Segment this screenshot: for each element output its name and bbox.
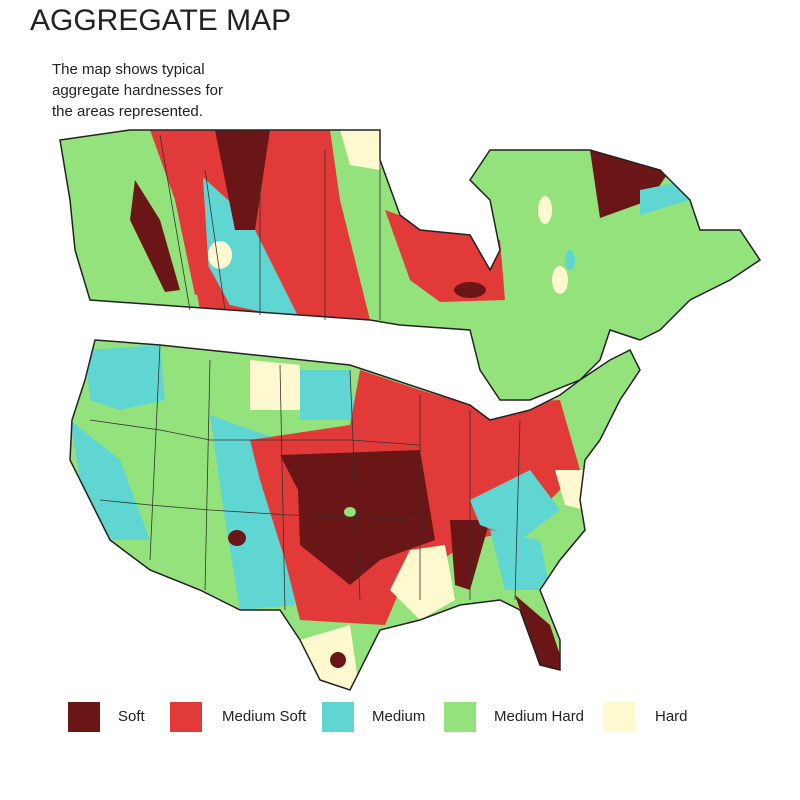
map-region xyxy=(70,420,150,540)
map-region xyxy=(470,470,560,540)
legend-swatch xyxy=(444,702,476,732)
map-region xyxy=(565,250,575,270)
map-region xyxy=(640,180,690,215)
description-line: the areas represented. xyxy=(52,103,203,120)
state-lines xyxy=(89,344,521,611)
legend: Soft Medium Soft Medium Medium Hard Hard xyxy=(68,702,688,732)
map-region xyxy=(340,130,390,170)
legend-swatch xyxy=(322,702,354,732)
map-region xyxy=(208,241,232,269)
map-region xyxy=(250,360,300,410)
usa-border xyxy=(69,339,641,691)
legend-label: Medium Hard xyxy=(494,708,584,725)
map-region xyxy=(385,210,505,302)
map-region xyxy=(490,530,550,590)
map-region xyxy=(390,545,455,620)
map-region xyxy=(228,530,246,546)
legend-label: Medium Soft xyxy=(222,708,307,725)
canada-border xyxy=(59,129,762,401)
map-region xyxy=(130,180,180,292)
map-region xyxy=(150,130,210,295)
map-region xyxy=(300,370,355,420)
map-region xyxy=(85,345,165,410)
description-line: aggregate hardnesses for xyxy=(52,82,223,99)
legend-swatch xyxy=(170,702,202,732)
map-region xyxy=(552,266,568,294)
province-lines xyxy=(159,134,381,320)
legend-swatch xyxy=(68,702,100,732)
description-line: The map shows typical xyxy=(52,61,205,78)
map-region xyxy=(344,507,356,517)
map-region xyxy=(454,282,486,298)
legend-label: Soft xyxy=(118,708,146,725)
title: AGGREGATE MAP xyxy=(30,4,291,37)
legend-label: Hard xyxy=(655,708,688,725)
map-region xyxy=(538,196,552,224)
map-region xyxy=(215,130,270,230)
map-region xyxy=(515,595,565,670)
legend-swatch xyxy=(603,702,635,732)
map-region xyxy=(330,652,346,668)
legend-label: Medium xyxy=(372,708,425,725)
